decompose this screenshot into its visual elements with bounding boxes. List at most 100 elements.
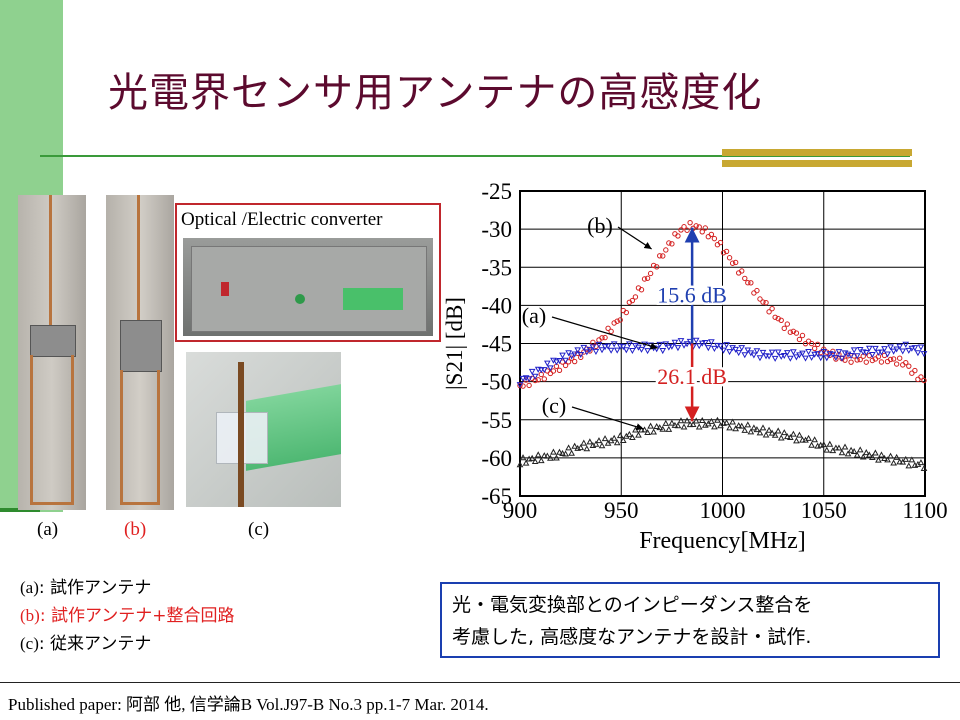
data-point <box>717 239 724 246</box>
data-point <box>838 449 846 456</box>
legend-a-text: : 試作アンテナ <box>38 578 152 598</box>
data-point <box>847 353 855 360</box>
data-point <box>662 341 670 348</box>
data-point <box>644 275 651 281</box>
data-point <box>644 348 651 355</box>
data-point <box>887 452 894 459</box>
data-point <box>732 346 740 353</box>
data-point <box>865 451 873 458</box>
data-point <box>675 233 681 239</box>
antenna-a-photo <box>18 195 86 510</box>
data-point <box>771 431 779 438</box>
antenna-b-photo <box>106 195 174 510</box>
data-point <box>586 346 594 353</box>
data-point <box>723 342 730 349</box>
data-point <box>832 354 840 361</box>
data-point <box>717 343 724 350</box>
data-point <box>659 425 667 432</box>
data-point <box>917 459 925 466</box>
data-point <box>650 262 657 269</box>
data-point <box>759 349 767 356</box>
data-point <box>808 340 815 347</box>
data-point <box>808 354 815 361</box>
data-point <box>614 318 620 324</box>
data-point <box>695 343 703 350</box>
data-point <box>741 426 749 433</box>
data-point <box>739 268 745 274</box>
data-point <box>732 259 739 266</box>
data-point <box>869 454 876 461</box>
data-point <box>878 349 885 356</box>
data-point <box>893 361 900 367</box>
data-point <box>595 437 603 444</box>
data-point <box>732 425 740 432</box>
data-point <box>575 350 581 356</box>
x-tick-label: 1000 <box>700 498 746 523</box>
data-point <box>599 335 605 341</box>
x-tick-label: 1050 <box>801 498 847 523</box>
data-point <box>754 287 760 294</box>
data-point <box>823 355 831 362</box>
data-point <box>650 428 657 435</box>
y-tick-label: -55 <box>481 408 512 433</box>
data-point <box>580 344 588 351</box>
antenna-c-photo <box>186 352 341 507</box>
data-point <box>660 253 666 259</box>
data-point <box>577 444 585 451</box>
data-point <box>553 454 560 461</box>
data-point <box>711 235 718 242</box>
series-c <box>516 416 928 472</box>
data-point <box>878 359 885 365</box>
data-point <box>543 452 551 459</box>
footer-rule <box>0 682 960 683</box>
data-point <box>750 424 758 431</box>
data-point <box>908 345 916 352</box>
data-point <box>580 439 588 446</box>
data-point <box>729 418 736 425</box>
data-point <box>677 338 685 345</box>
data-point <box>540 452 548 459</box>
data-point <box>799 350 806 357</box>
data-point <box>562 357 569 364</box>
data-point <box>657 253 663 259</box>
data-point <box>835 444 843 451</box>
data-point <box>875 349 882 356</box>
data-point <box>692 417 700 424</box>
data-point <box>665 425 673 432</box>
data-point <box>587 348 593 354</box>
data-point <box>720 250 727 256</box>
data-point <box>881 454 888 461</box>
x-axis-label: Frequency[MHz] <box>639 528 806 554</box>
summary-line-1: 光・電気変換部とのインピーダンス整合を <box>452 594 813 616</box>
data-point <box>844 450 852 457</box>
data-point <box>656 424 664 431</box>
data-point <box>666 240 672 246</box>
data-point <box>644 429 651 436</box>
data-point <box>531 373 539 380</box>
data-point <box>647 270 654 277</box>
data-point <box>613 347 621 354</box>
data-point <box>547 365 554 372</box>
legend-b-key: (b) <box>20 606 40 625</box>
data-point <box>838 355 846 362</box>
data-point <box>768 349 776 356</box>
data-point <box>534 451 542 458</box>
chart-annotations: (b) (a) (c) 15.6 dB 26.1 dB <box>522 213 729 431</box>
data-point <box>577 351 585 359</box>
data-point <box>617 317 623 323</box>
data-point <box>796 352 803 359</box>
data-point <box>780 429 788 436</box>
data-point <box>516 461 524 468</box>
slide-title: 光電界センサ用アンテナの高感度化 <box>108 70 763 116</box>
data-point <box>766 309 772 315</box>
x-tick-label: 900 <box>503 498 538 523</box>
data-point <box>820 441 828 448</box>
data-point <box>908 456 916 463</box>
data-point <box>525 376 533 383</box>
data-point <box>787 329 794 335</box>
data-point <box>899 458 907 465</box>
data-point <box>583 349 591 356</box>
data-point <box>872 449 879 456</box>
data-point <box>793 354 800 361</box>
data-point <box>653 422 661 430</box>
